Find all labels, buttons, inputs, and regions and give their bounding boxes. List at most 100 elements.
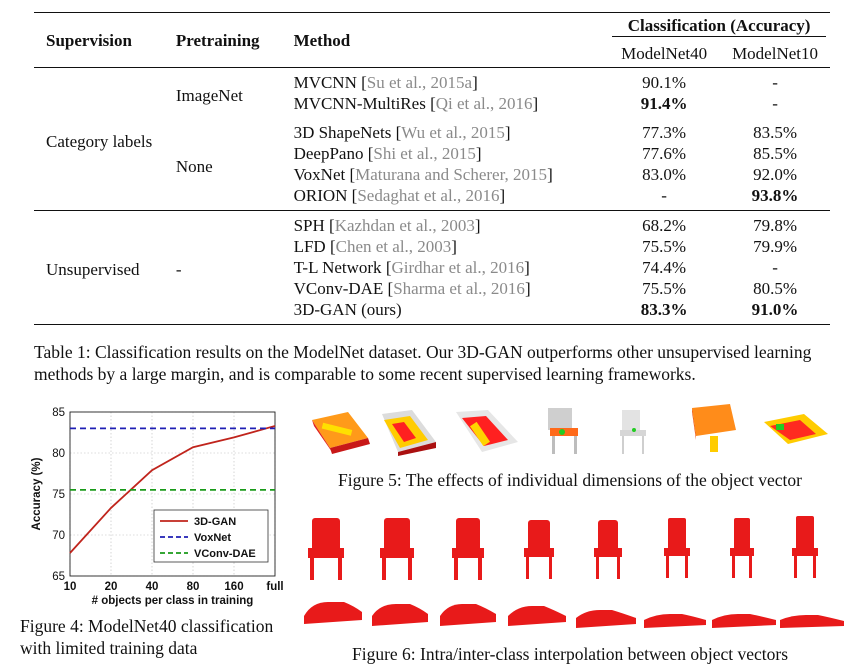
table-row: T-L Network [Girdhar et al., 2016] 74.4%… <box>34 257 830 278</box>
figure-4-caption: Figure 4: ModelNet40 classification with… <box>20 616 274 658</box>
table-row: ORION [Sedaghat et al., 2016] - 93.8% <box>34 185 830 211</box>
figure-6-caption: Figure 6: Intra/inter-class interpolatio… <box>351 644 789 664</box>
method-cell: LFD [Chen et al., 2003] <box>293 237 457 256</box>
x-tick-label: 80 <box>187 581 200 593</box>
m40-cell: 68.2% <box>642 216 687 235</box>
method-cell: 3D-GAN (ours) <box>293 300 402 319</box>
group-imagenet: ImageNet <box>175 85 243 105</box>
fig6-cars-row <box>304 602 844 628</box>
fig6-chair-4 <box>524 520 554 579</box>
fig6-chair-8 <box>792 516 818 578</box>
y-tick-label: 85 <box>52 407 65 419</box>
fig6-chair-7 <box>730 518 754 578</box>
m40-cell: 75.5% <box>642 237 687 256</box>
header-modelnet40: ModelNet40 <box>621 43 708 63</box>
y-tick-label: 65 <box>52 571 65 583</box>
m10-cell: - <box>772 73 778 92</box>
y-tick-label: 70 <box>52 530 65 542</box>
table-row: 3D-GAN (ours) 83.3% 91.0% <box>34 299 830 325</box>
legend-label: VConv-DAE <box>194 548 256 560</box>
header-classification: Classification (Accuracy) <box>612 15 826 37</box>
m40-cell: 90.1% <box>642 73 687 92</box>
fig5-bench2-render <box>764 414 828 444</box>
x-axis-label: # objects per class in training <box>92 595 254 607</box>
group-unsupervised: Unsupervised <box>46 260 140 279</box>
m40-cell: 74.4% <box>642 258 687 277</box>
m10-cell: - <box>772 94 778 113</box>
m40-cell: 91.4% <box>640 94 688 113</box>
x-tick-label: 10 <box>64 581 77 593</box>
m40-cell: 83.0% <box>642 165 687 184</box>
method-cell: ORION [Sedaghat et al., 2016] <box>293 186 506 205</box>
m10-cell: 83.5% <box>753 123 797 142</box>
group-category-labels: Category labels <box>46 131 153 151</box>
fig6-car-5 <box>576 610 636 628</box>
fig6-chair-5 <box>594 520 622 579</box>
accuracy-line-chart: 65 70 75 80 85 10 20 40 80 160 full # objects per c… <box>31 407 284 607</box>
group-none: None <box>175 156 213 176</box>
x-tick-label: full <box>266 581 283 593</box>
fig5-bed-render <box>312 412 370 454</box>
fig6-chairs-row <box>308 516 818 580</box>
results-table: Supervision Pretraining Method Classific… <box>34 12 830 325</box>
table-row: DeepPano [Shi et al., 2015] 77.6% 85.5% <box>34 143 830 164</box>
method-cell: MVCNN [Su et al., 2015a] <box>293 73 478 92</box>
method-cell: VConv-DAE [Sharma et al., 2016] <box>293 279 531 298</box>
results-table-container: Supervision Pretraining Method Classific… <box>34 12 830 325</box>
header-method: Method <box>293 30 351 50</box>
method-cell: 3D ShapeNets [Wu et al., 2015] <box>293 123 511 142</box>
y-tick-label: 80 <box>52 448 65 460</box>
m10-cell: 79.8% <box>753 216 797 235</box>
method-cell: MVCNN-MultiRes [Qi et al., 2016] <box>293 94 539 113</box>
fig5-chair2-render <box>620 410 646 454</box>
fig6-car-1 <box>304 602 362 624</box>
fig6-car-2 <box>372 604 428 626</box>
table-caption: Table 1: Classification results on the M… <box>34 342 812 384</box>
m40-cell: 77.6% <box>642 144 687 163</box>
x-tick-label: 160 <box>224 581 243 593</box>
y-axis-label: Accuracy (%) <box>31 457 43 530</box>
method-cell: DeepPano [Shi et al., 2015] <box>293 144 482 163</box>
legend-label: 3D-GAN <box>194 516 236 528</box>
m40-cell: 83.3% <box>640 300 688 319</box>
m40-cell: 75.5% <box>642 279 687 298</box>
fig5-chair-render <box>548 408 578 454</box>
table-row: None 3D ShapeNets [Wu et al., 2015] 77.3… <box>34 118 830 176</box>
m10-cell: 91.0% <box>751 300 799 319</box>
figure-5-object-renders <box>312 404 828 456</box>
method-cell: VoxNet [Maturana and Scherer, 2015] <box>293 165 553 184</box>
method-cell: SPH [Kazhdan et al., 2003] <box>293 216 481 235</box>
fig6-chair-2 <box>380 518 414 580</box>
x-tick-label: 40 <box>146 581 159 593</box>
m10-cell: 79.9% <box>753 237 797 256</box>
table-row: Category labels ImageNet MVCNN [Su et al… <box>34 67 830 151</box>
table-row: VConv-DAE [Sharma et al., 2016] 75.5% 80… <box>34 278 830 299</box>
m10-cell: 80.5% <box>753 279 797 298</box>
table-row: MVCNN-MultiRes [Qi et al., 2016] 91.4% - <box>34 93 830 118</box>
fig6-car-6 <box>644 614 706 628</box>
group-unsup-pretraining: - <box>175 260 182 279</box>
fig6-chair-1 <box>308 518 344 580</box>
legend-label: VoxNet <box>194 532 231 544</box>
header-pretraining: Pretraining <box>175 30 260 50</box>
fig5-bench-render <box>382 410 436 456</box>
fig6-car-7 <box>712 614 776 628</box>
fig6-car-4 <box>508 606 566 626</box>
fig5-shelf-render <box>456 410 518 452</box>
x-tick-label: 20 <box>105 581 118 593</box>
table-row: VoxNet [Maturana and Scherer, 2015] 83.0… <box>34 164 830 185</box>
figure-5-caption: Figure 5: The effects of individual dime… <box>338 470 802 490</box>
fig6-car-3 <box>440 604 496 626</box>
y-tick-label: 75 <box>52 489 65 501</box>
method-cell: T-L Network [Girdhar et al., 2016] <box>293 258 530 277</box>
m10-cell: 85.5% <box>753 144 797 163</box>
m10-cell: - <box>772 258 778 277</box>
plot-frame <box>69 411 276 577</box>
header-modelnet10: ModelNet10 <box>732 43 818 63</box>
series-line-3d-gan <box>69 425 276 554</box>
table-row: LFD [Chen et al., 2003] 75.5% 79.9% <box>34 236 830 257</box>
m10-cell: 92.0% <box>753 165 797 184</box>
m40-cell: 77.3% <box>642 123 687 142</box>
header-supervision: Supervision <box>46 30 132 50</box>
m40-cell: - <box>661 186 667 205</box>
